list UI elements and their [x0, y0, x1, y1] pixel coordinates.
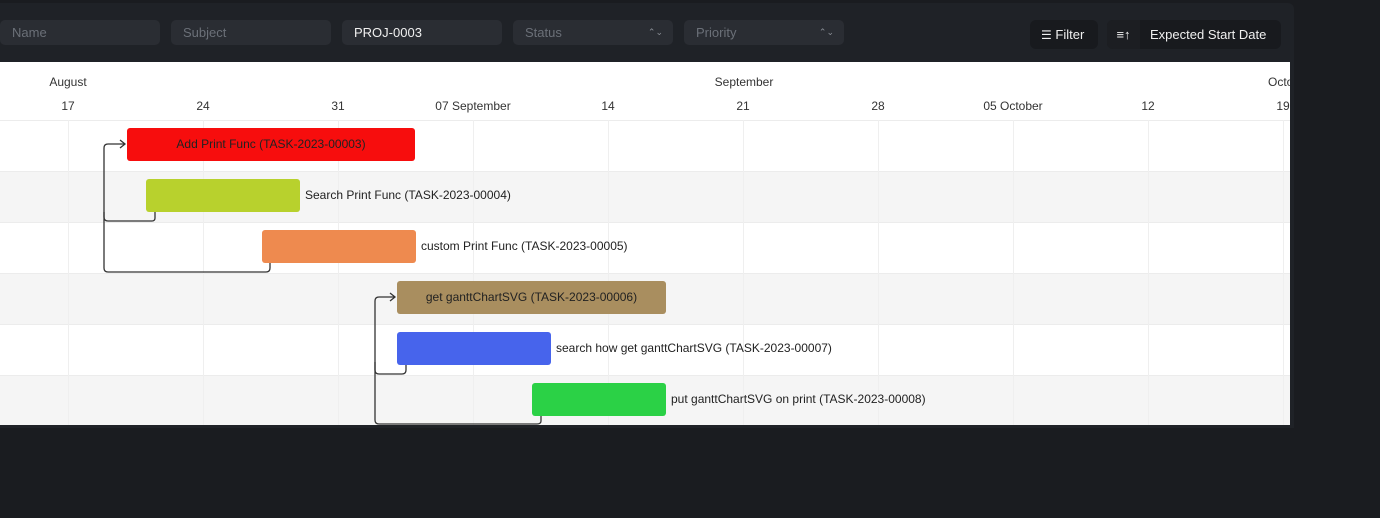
- dependency-arrows: [103, 139, 542, 425]
- grid-line: [68, 120, 69, 425]
- dependency-arrow: [103, 212, 271, 273]
- name-filter-input[interactable]: Name: [0, 20, 160, 45]
- date-tick: 21: [736, 99, 750, 113]
- sort-button[interactable]: ≡↑ Expected Start Date: [1107, 20, 1281, 49]
- status-placeholder: Status: [525, 25, 562, 40]
- task-label: Add Print Func (TASK-2023-00003): [176, 137, 366, 151]
- dependency-arrow: [374, 362, 542, 425]
- month-label: September: [714, 75, 774, 89]
- date-tick: 31: [331, 99, 345, 113]
- date-tick: 17: [61, 99, 75, 113]
- sort-ascending-icon[interactable]: ≡↑: [1107, 20, 1140, 49]
- grid-line: [743, 120, 744, 425]
- gantt-row: [0, 120, 1290, 172]
- task-bar[interactable]: put ganttChartSVG on print (TASK-2023-00…: [532, 383, 926, 416]
- date-tick: 12: [1141, 99, 1155, 113]
- task-label: custom Print Func (TASK-2023-00005): [421, 239, 628, 253]
- grid-line: [878, 120, 879, 425]
- grid-line: [1148, 120, 1149, 425]
- task-label: get ganttChartSVG (TASK-2023-00006): [425, 290, 638, 304]
- priority-filter-select[interactable]: Priority ⌃⌄: [684, 20, 844, 45]
- gantt-row: [0, 222, 1290, 274]
- grid-line: [1283, 120, 1284, 425]
- date-tick: 19: [1276, 99, 1290, 113]
- date-tick: 05 October: [983, 99, 1043, 113]
- project-filter-input[interactable]: PROJ-0003: [342, 20, 502, 45]
- dependency-arrow: [374, 296, 407, 375]
- task-bar[interactable]: Add Print Func (TASK-2023-00003): [127, 128, 415, 161]
- grid-line: [1013, 120, 1014, 425]
- filter-label: Filter: [1055, 27, 1085, 42]
- grid-line: [473, 120, 474, 425]
- date-tick: 24: [196, 99, 210, 113]
- month-label: Octol: [1267, 75, 1290, 89]
- chevron-updown-icon: ⌃⌄: [818, 27, 834, 37]
- task-label: put ganttChartSVG on print (TASK-2023-00…: [671, 392, 926, 406]
- month-label: August: [49, 75, 87, 89]
- priority-placeholder: Priority: [696, 25, 737, 40]
- task-bar[interactable]: custom Print Func (TASK-2023-00005): [262, 230, 628, 263]
- sort-label: Expected Start Date: [1150, 27, 1267, 42]
- gantt-row: [0, 324, 1290, 376]
- date-tick: 07 September: [435, 99, 511, 113]
- filter-button[interactable]: ☰ Filter: [1030, 20, 1098, 49]
- chevron-updown-icon: ⌃⌄: [647, 27, 663, 37]
- task-bar[interactable]: search how get ganttChartSVG (TASK-2023-…: [397, 332, 832, 365]
- filter-icon: ☰: [1041, 28, 1052, 42]
- date-tick: 28: [871, 99, 885, 113]
- subject-filter-input[interactable]: Subject: [171, 20, 331, 45]
- date-tick: 14: [601, 99, 615, 113]
- task-bar[interactable]: get ganttChartSVG (TASK-2023-00006): [397, 281, 666, 314]
- grid-line: [608, 120, 609, 425]
- task-label: search how get ganttChartSVG (TASK-2023-…: [556, 341, 832, 355]
- task-bar[interactable]: Search Print Func (TASK-2023-00004): [146, 179, 511, 212]
- gantt-chart: 17 24 31 07 September 14 21 28 05 October 12 19 Au…: [0, 62, 1290, 425]
- task-label: Search Print Func (TASK-2023-00004): [305, 188, 511, 202]
- dependency-arrow: [103, 143, 156, 222]
- grid-line: [338, 120, 339, 425]
- status-filter-select[interactable]: Status ⌃⌄: [513, 20, 673, 45]
